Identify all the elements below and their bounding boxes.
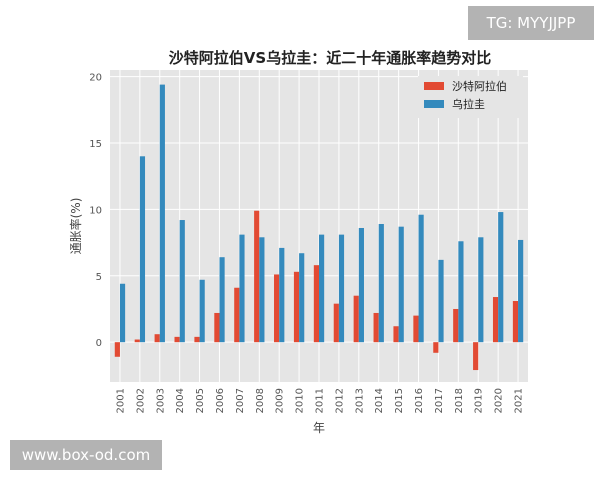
x-tick-label: 2009	[275, 388, 286, 413]
y-tick-label: 10	[89, 205, 102, 216]
bar	[458, 241, 464, 343]
bar	[398, 226, 404, 343]
bar	[333, 303, 339, 343]
bar	[498, 212, 504, 343]
bar	[219, 257, 225, 343]
x-tick-label: 2019	[474, 388, 485, 413]
legend-swatch-uruguay	[424, 100, 444, 108]
bar	[274, 274, 280, 343]
bar	[239, 234, 245, 343]
bar	[373, 312, 379, 343]
x-tick-label: 2013	[354, 388, 365, 413]
y-tick-labels: 0 5 10 15 20	[89, 73, 102, 350]
bar	[313, 265, 319, 343]
bar	[338, 234, 345, 343]
bar	[319, 234, 325, 343]
bar	[259, 237, 265, 343]
x-tick-label: 2004	[175, 388, 186, 413]
bar	[214, 312, 220, 343]
y-axis-label: 通胀率(%)	[68, 198, 83, 255]
bar	[393, 326, 399, 343]
bar	[179, 220, 185, 343]
bar	[159, 84, 165, 343]
x-tick-label: 2017	[434, 388, 445, 413]
bar	[119, 283, 126, 343]
bar	[194, 336, 200, 343]
bar	[234, 287, 240, 343]
bar	[418, 214, 424, 343]
bar	[433, 342, 439, 353]
bar	[299, 253, 305, 343]
bar	[279, 247, 285, 343]
x-tick-label: 2015	[394, 388, 405, 413]
x-tick-label: 2010	[295, 388, 306, 413]
bar	[453, 308, 459, 343]
watermark-top: TG: MYYJJPP	[468, 6, 594, 40]
bar	[473, 342, 479, 371]
bar	[293, 271, 300, 343]
x-tick-label: 2008	[255, 388, 266, 413]
y-tick-label: 20	[89, 73, 102, 84]
legend-label-saudi: 沙特阿拉伯	[452, 79, 507, 93]
x-tick-label: 2018	[454, 388, 465, 413]
bar	[378, 224, 384, 343]
chart-title: 沙特阿拉伯VS乌拉圭：近二十年通胀率趋势对比	[169, 49, 491, 67]
x-tick-label: 2006	[215, 388, 226, 413]
x-tick-label: 2001	[115, 388, 126, 413]
x-tick-label: 2020	[494, 388, 505, 413]
bar	[353, 295, 359, 343]
legend-swatch-saudi	[424, 82, 444, 90]
y-tick-label: 15	[89, 139, 102, 150]
bar	[114, 342, 120, 357]
bar	[438, 259, 444, 343]
x-tick-label: 2014	[374, 388, 385, 413]
bar	[154, 334, 160, 343]
x-tick-label: 2016	[414, 388, 425, 413]
x-tick-label: 2021	[514, 388, 525, 413]
bar	[478, 237, 484, 343]
bar	[492, 297, 499, 343]
legend-label-uruguay: 乌拉圭	[452, 97, 485, 111]
x-tick-label: 2002	[135, 388, 146, 413]
x-tick-label: 2011	[315, 388, 326, 413]
bar	[413, 315, 419, 343]
bar	[254, 210, 260, 343]
bar	[174, 336, 180, 343]
y-tick-label: 5	[96, 272, 102, 283]
x-tick-label: 2003	[155, 388, 166, 413]
bar	[358, 227, 364, 343]
x-tick-label: 2007	[235, 388, 246, 413]
legend: 沙特阿拉伯 乌拉圭	[418, 76, 523, 118]
x-tick-labels: 2001 2002 2003 2004 2005 2006 2007 2008 2009 2010…	[115, 388, 524, 413]
x-tick-label: 2012	[334, 388, 345, 413]
bar	[134, 339, 140, 343]
bars	[114, 84, 524, 371]
y-tick-label: 0	[96, 338, 102, 349]
bar	[518, 239, 524, 343]
bar	[512, 301, 519, 343]
bar	[199, 279, 205, 343]
bar	[139, 156, 146, 343]
x-tick-label: 2005	[195, 388, 206, 413]
x-axis-label: 年	[313, 421, 325, 435]
watermark-bottom: www.box-od.com	[10, 440, 162, 470]
